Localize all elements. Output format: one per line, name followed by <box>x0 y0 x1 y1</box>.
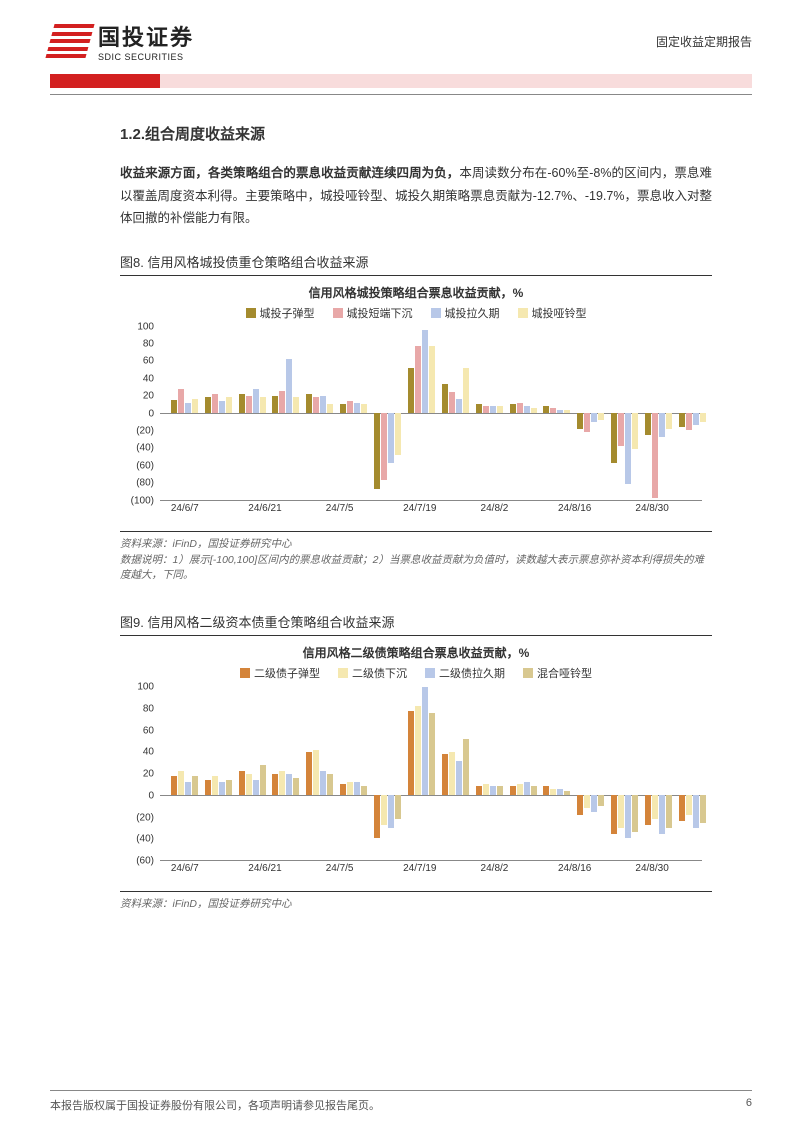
para1-bold: 收益来源方面，各类策略组合的票息收益贡献连续四周为负， <box>120 166 459 180</box>
fig8-chart: 信用风格城投策略组合票息收益贡献，% 城投子弹型城投短端下沉城投拉久期城投哑铃型… <box>120 284 712 527</box>
fig8-note: 数据说明：1）展示[-100,100]区间内的票息收益贡献；2）当票息收益贡献为… <box>120 553 712 585</box>
logo-mark-icon <box>45 24 94 58</box>
fig9-source: 资料来源：iFinD，国投证券研究中心 <box>120 891 712 911</box>
fig9-chart: 信用风格二级债策略组合票息收益贡献，% 二级债子弹型二级债下沉二级债拉久期混合哑… <box>120 644 712 887</box>
doc-type: 固定收益定期报告 <box>656 33 752 50</box>
section-title-text: 组合周度收益来源 <box>145 126 265 143</box>
fig9-chart-title: 信用风格二级债策略组合票息收益贡献，% <box>120 644 712 661</box>
fig8-chart-title: 信用风格城投策略组合票息收益贡献，% <box>120 284 712 301</box>
fig8-plot: 100806040200(20)(40)(60)(80)(100) 24/6/7… <box>120 327 712 527</box>
fig8-source: 资料来源：iFinD，国投证券研究中心 <box>120 531 712 551</box>
section-title: 1.2.组合周度收益来源 <box>120 123 712 144</box>
logo-en: SDIC SECURITIES <box>98 52 194 62</box>
fig9-legend: 二级债子弹型二级债下沉二级债拉久期混合哑铃型 <box>120 665 712 681</box>
fig8-legend: 城投子弹型城投短端下沉城投拉久期城投哑铃型 <box>120 305 712 321</box>
fig8-title: 图8. 信用风格城投债重仓策略组合收益来源 <box>120 252 712 276</box>
header-red-bar <box>50 74 752 88</box>
logo: 国投证券 SDIC SECURITIES <box>50 20 194 62</box>
page-number: 6 <box>746 1097 752 1113</box>
footer-text: 本报告版权属于国投证券股份有限公司，各项声明请参见报告尾页。 <box>50 1097 380 1113</box>
fig9-title: 图9. 信用风格二级资本债重仓策略组合收益来源 <box>120 612 712 636</box>
fig9-plot: 100806040200(20)(40)(60) 24/6/724/6/2124… <box>120 687 712 887</box>
section-number: 1.2. <box>120 126 145 143</box>
paragraph-1: 收益来源方面，各类策略组合的票息收益贡献连续四周为负，本周读数分布在-60%至-… <box>120 162 712 230</box>
logo-cn: 国投证券 <box>98 20 194 52</box>
